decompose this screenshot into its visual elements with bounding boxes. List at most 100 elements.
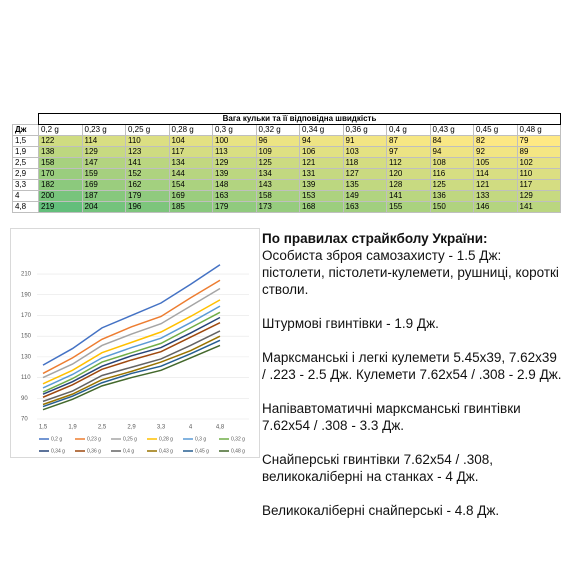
value-cell: 129: [81, 146, 126, 158]
column-header: 0,34 g: [299, 124, 344, 136]
value-cell: 139: [212, 168, 257, 180]
column-header: 0,48 g: [516, 124, 561, 136]
y-tick-label: 150: [21, 334, 32, 340]
column-header: 0,36 g: [342, 124, 387, 136]
value-cell: 122: [38, 135, 83, 147]
value-cell: 103: [342, 146, 387, 158]
value-cell: 129: [212, 157, 257, 169]
chart: 70 90 110 130 150 170 190 210 1,5 1,9 2,5 2,9 3,3 4 4,…: [10, 228, 260, 458]
value-cell: 196: [125, 201, 170, 213]
value-cell: 117: [168, 146, 213, 158]
value-cell: 169: [81, 179, 126, 191]
value-cell: 110: [125, 135, 170, 147]
value-cell: 89: [516, 146, 561, 158]
value-cell: 129: [516, 190, 561, 202]
legend-label: 0,34 g: [51, 448, 65, 454]
value-cell: 91: [342, 135, 387, 147]
column-header: 0,3 g: [212, 124, 257, 136]
value-cell: 82: [473, 135, 518, 147]
value-cell: 106: [299, 146, 344, 158]
value-cell: 163: [212, 190, 257, 202]
column-header: 0,43 g: [429, 124, 474, 136]
legend-label: 0,28 g: [159, 436, 173, 442]
value-cell: 159: [81, 168, 126, 180]
header-row: Дж 0,2 g 0,23 g 0,25 g 0,28 g 0,3 g 0,32 g 0,34…: [12, 124, 561, 136]
line: [42, 299, 221, 385]
value-cell: 87: [386, 135, 431, 147]
data-row: 2,9 170 159 152 144 139 134 131 127 120 116 114 110: [12, 168, 561, 180]
value-cell: 138: [38, 146, 83, 158]
legend-label: 0,43 g: [159, 448, 173, 454]
line: [42, 264, 221, 366]
row-label: 4: [12, 190, 39, 202]
legend-label: 0,48 g: [231, 448, 245, 454]
line: [42, 335, 221, 406]
title-row: Вага кульки та її відповідна швидкість: [13, 113, 561, 125]
value-cell: 204: [81, 201, 126, 213]
value-cell: 94: [299, 135, 344, 147]
value-cell: 79: [516, 135, 561, 147]
value-cell: 120: [386, 168, 431, 180]
value-cell: 162: [125, 179, 170, 191]
column-header: 0,32 g: [255, 124, 300, 136]
value-cell: 116: [429, 168, 474, 180]
value-cell: 102: [516, 157, 561, 169]
data-row: 4,8 219 204 196 185 179 173 168 163 155 150 146 141: [12, 201, 561, 213]
value-cell: 92: [473, 146, 518, 158]
text-block: По правилах страйкболу України: Особиста…: [262, 230, 562, 536]
value-cell: 100: [212, 135, 257, 147]
value-cell: 152: [125, 168, 170, 180]
line: [42, 316, 221, 395]
value-cell: 158: [255, 190, 300, 202]
data-table: Вага кульки та її відповідна швидкість Дж…: [12, 113, 561, 213]
data-row: 1,9 138 129 123 117 113 109 106 103 97 94 92 89: [12, 146, 561, 158]
line: [42, 339, 221, 408]
value-cell: 113: [212, 146, 257, 158]
value-cell: 144: [168, 168, 213, 180]
legend-label: 0,45 g: [195, 448, 209, 454]
value-cell: 141: [386, 190, 431, 202]
value-cell: 154: [168, 179, 213, 191]
value-cell: 134: [168, 157, 213, 169]
value-cell: 141: [125, 157, 170, 169]
x-tick-label: 4: [189, 425, 193, 431]
legend-label: 0,2 g: [51, 436, 62, 442]
y-tick-label: 170: [21, 313, 32, 319]
value-cell: 173: [255, 201, 300, 213]
value-cell: 127: [342, 168, 387, 180]
value-cell: 112: [386, 157, 431, 169]
paragraph: Великокаліберні снайперські - 4.8 Дж.: [262, 503, 500, 518]
paragraph: Особиста зброя самозахисту - 1.5 Дж: піс…: [262, 248, 559, 297]
value-cell: 125: [429, 179, 474, 191]
value-cell: 143: [255, 179, 300, 191]
value-cell: 185: [168, 201, 213, 213]
data-row: 1,5 122 114 110 104 100 96 94 91 87 84 82 79: [12, 135, 561, 147]
paragraph: Напівавтоматичні марксманські гвинтівки …: [262, 401, 521, 433]
legend-label: 0,25 g: [123, 436, 137, 442]
column-header: 0,45 g: [473, 124, 518, 136]
row-label: 4,8: [12, 201, 39, 213]
row-label: 3,3: [12, 179, 39, 191]
value-cell: 168: [299, 201, 344, 213]
value-cell: 121: [473, 179, 518, 191]
table-title: Вага кульки та її відповідна швидкість: [38, 113, 561, 125]
value-cell: 131: [299, 168, 344, 180]
value-cell: 149: [342, 190, 387, 202]
paragraph: Штурмові гвинтівки - 1.9 Дж.: [262, 316, 439, 331]
value-cell: 141: [516, 201, 561, 213]
value-cell: 147: [81, 157, 126, 169]
value-cell: 146: [473, 201, 518, 213]
line: [42, 279, 221, 375]
line: [42, 305, 221, 389]
value-cell: 139: [299, 179, 344, 191]
line: [42, 287, 221, 379]
row-label: 2,5: [12, 157, 39, 169]
value-cell: 109: [255, 146, 300, 158]
y-tick-label: 110: [21, 375, 31, 381]
value-cell: 128: [386, 179, 431, 191]
data-row: 3,3 182 169 162 154 148 143 139 135 128 125 121 117: [12, 179, 561, 191]
value-cell: 97: [386, 146, 431, 158]
value-cell: 187: [81, 190, 126, 202]
value-cell: 96: [255, 135, 300, 147]
x-tick-label: 4,8: [216, 425, 225, 431]
